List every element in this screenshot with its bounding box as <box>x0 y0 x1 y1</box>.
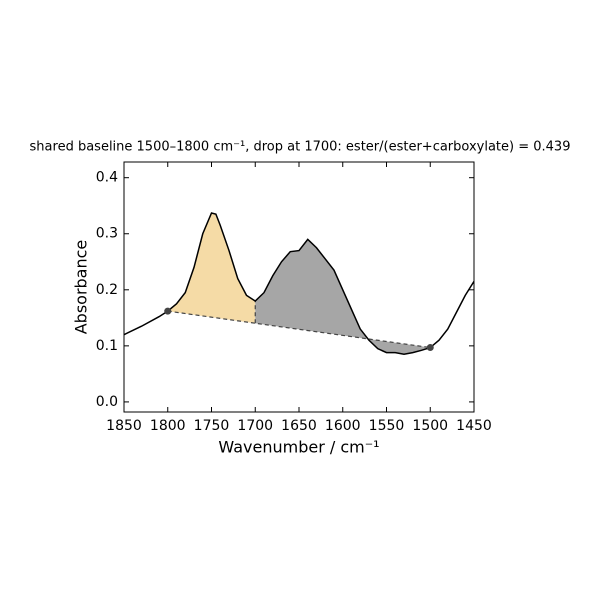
x-tick-label: 1750 <box>194 418 230 434</box>
y-axis-label: Absorbance <box>72 240 91 335</box>
shaded-region <box>255 239 431 355</box>
x-tick-label: 1500 <box>412 418 448 434</box>
x-tick-label: 1450 <box>456 418 492 434</box>
x-tick-label: 1850 <box>106 418 142 434</box>
x-tick-label: 1700 <box>237 418 273 434</box>
x-axis-label: Wavenumber / cm⁻¹ <box>218 438 379 457</box>
y-tick-label: 0.2 <box>96 282 118 298</box>
baseline <box>167 310 431 349</box>
x-tick-label: 1800 <box>150 418 186 434</box>
baseline-point <box>164 307 172 315</box>
y-tick-label: 0.0 <box>96 394 118 410</box>
spectrum-line <box>124 212 474 356</box>
x-tick-label: 1550 <box>369 418 405 434</box>
x-tick-label: 1600 <box>325 418 361 434</box>
y-tick-label: 0.1 <box>96 338 118 354</box>
y-tick-label: 0.4 <box>96 170 118 186</box>
chart-title: shared baseline 1500–1800 cm⁻¹, drop at … <box>30 140 571 155</box>
y-tick-label: 0.3 <box>96 226 118 242</box>
shaded-region <box>167 213 256 324</box>
x-tick-label: 1650 <box>281 418 317 434</box>
baseline-point <box>426 344 434 352</box>
